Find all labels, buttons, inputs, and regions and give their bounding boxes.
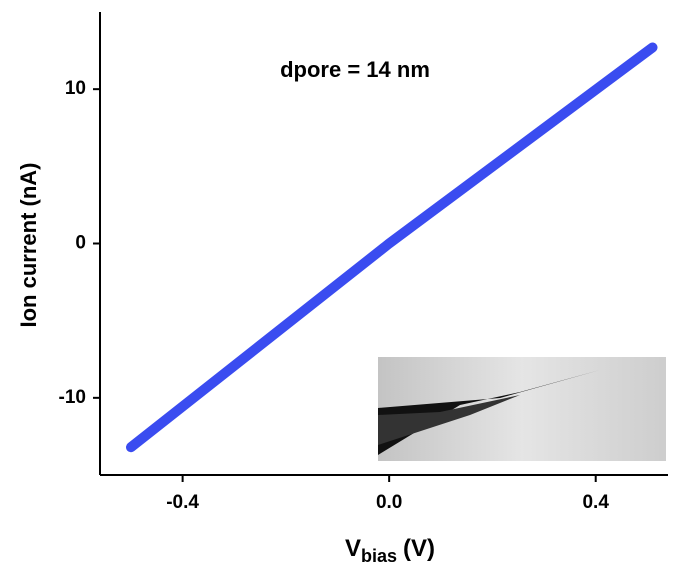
x-axis-label: Vbias (V) <box>345 535 435 565</box>
x-tick-label: 0.4 <box>582 492 609 513</box>
inset-image <box>378 357 666 461</box>
annotation: dpore = 14 nm <box>280 57 430 82</box>
y-tick-label: 10 <box>65 78 86 99</box>
x-label-sub: bias <box>361 546 397 566</box>
x-label-unit: (V) <box>403 535 435 562</box>
x-label-main: V <box>345 535 361 562</box>
y-axis-label: Ion current (nA) <box>16 163 41 328</box>
x-tick-label: -0.4 <box>166 492 199 513</box>
y-tick-label: 0 <box>75 233 86 254</box>
x-tick-label: 0.0 <box>376 492 402 513</box>
data-line <box>125 42 658 453</box>
y-tick-label: -10 <box>59 387 86 408</box>
